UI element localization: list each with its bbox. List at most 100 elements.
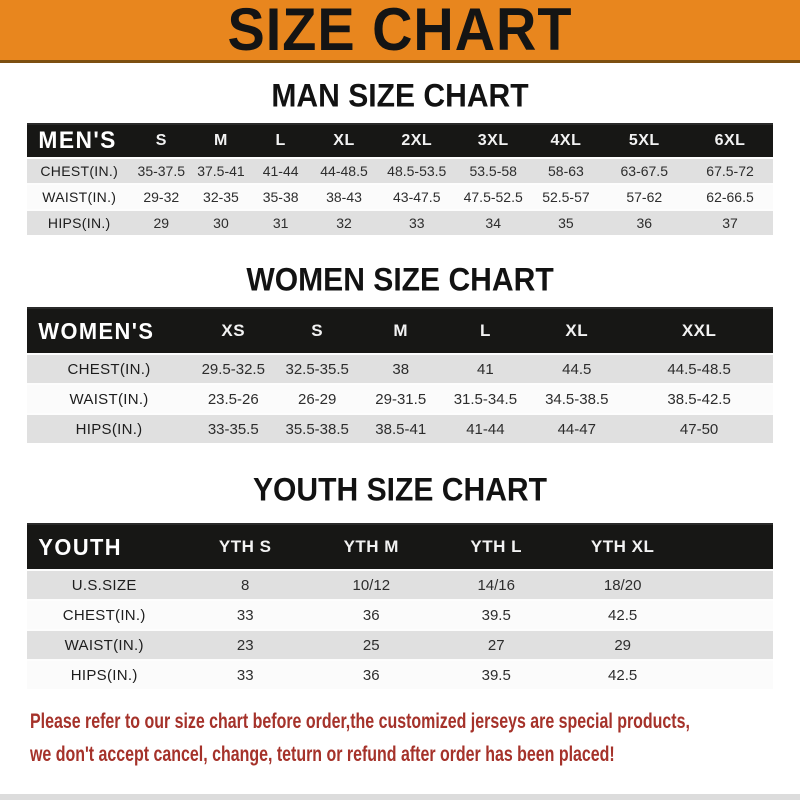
size-column-header: YTH M <box>343 537 399 556</box>
size-cell: 36 <box>636 215 653 231</box>
size-cell: 10/12 <box>352 576 391 594</box>
size-cell: 41-44 <box>262 163 299 179</box>
size-cell: 41-44 <box>466 420 505 438</box>
size-cell: 37 <box>722 215 738 231</box>
size-cell: 34 <box>485 215 501 231</box>
size-cell: 44.5 <box>562 360 592 378</box>
note-line-1: Please refer to our size chart before or… <box>30 710 690 733</box>
size-cell: 14/16 <box>477 576 515 594</box>
table-row: WAIST(IN.) 23 25 27 29 <box>27 629 773 659</box>
table-row: U.S.SIZE 8 10/12 14/16 18/20 <box>27 569 773 599</box>
size-column-header: XXL <box>681 321 717 340</box>
size-column-header: S <box>155 132 167 149</box>
size-cell: 32.5-35.5 <box>285 360 349 378</box>
youth-size-table: YOUTH YTH S YTH M YTH L YTH XL U.S.SIZE 8 10/12… <box>27 523 773 689</box>
bottom-edge-divider <box>0 794 800 800</box>
size-column-header: YTH XL <box>590 537 655 556</box>
size-cell: 25 <box>362 636 380 654</box>
table-row: CHEST(IN.) 35-37.5 37.5-41 41-44 44-48.5 48.5… <box>27 157 773 183</box>
size-cell: 29 <box>153 215 170 231</box>
size-cell: 35 <box>558 215 574 231</box>
size-cell: 43-47.5 <box>393 189 441 205</box>
table-row: WAIST(IN.) 29-32 32-35 35-38 38-43 43-47.5 47.… <box>27 183 773 209</box>
size-cell: 18/20 <box>603 576 642 594</box>
table-row: CHEST(IN.) 33 36 39.5 42.5 <box>27 599 773 629</box>
size-cell: 57-62 <box>626 189 663 205</box>
size-cell: 31 <box>272 215 289 231</box>
size-cell: 58-63 <box>548 163 584 179</box>
size-cell: 26-29 <box>297 390 337 408</box>
size-cell: 35.5-38.5 <box>285 420 349 438</box>
women-size-table: WOMEN'S XS S M L XL XXL CHEST(IN.) 29.5-32.5 32.5… <box>27 307 773 443</box>
size-column-header: 6XL <box>714 132 746 149</box>
size-column-header: 3XL <box>477 132 509 149</box>
size-cell: 32-35 <box>203 189 239 205</box>
size-cell: 42.5 <box>608 606 638 624</box>
size-cell: 52.5-57 <box>542 189 590 205</box>
size-cell: 47-50 <box>679 420 719 438</box>
size-cell: 44-48.5 <box>320 163 368 179</box>
size-cell: 63-67.5 <box>620 163 668 179</box>
row-label: CHEST(IN.) <box>62 606 146 624</box>
table-row: HIPS(IN.) 29 30 31 32 33 34 35 36 37 <box>27 209 773 235</box>
row-label: CHEST(IN.) <box>40 163 119 179</box>
size-cell: 29 <box>614 636 631 654</box>
row-label: CHEST(IN.) <box>67 360 151 378</box>
size-cell: 8 <box>241 576 250 594</box>
size-cell: 23.5-26 <box>207 390 259 408</box>
size-cell: 38 <box>392 360 410 378</box>
size-cell: 39.5 <box>481 606 511 624</box>
size-cell: 44-47 <box>557 420 596 438</box>
women-section-heading: WOMEN SIZE CHART <box>246 260 554 299</box>
size-column-header: 4XL <box>550 132 582 149</box>
size-cell: 41 <box>477 360 494 378</box>
size-column-header: M <box>214 132 228 149</box>
size-cell: 23 <box>236 636 254 654</box>
size-cell: 33 <box>408 215 425 231</box>
size-cell: 27 <box>487 636 505 654</box>
section-women: WOMEN SIZE CHART WOMEN'S XS S M L XL XXL CHEST(… <box>0 260 800 443</box>
size-cell: 48.5-53.5 <box>387 163 447 179</box>
note-line-2: we don't accept cancel, change, teturn o… <box>30 743 615 766</box>
size-cell: 29-32 <box>143 189 180 205</box>
row-label: WAIST(IN.) <box>64 636 144 654</box>
size-cell: 36 <box>362 666 380 684</box>
size-column-header: L <box>479 321 491 340</box>
table-header-row: WOMEN'S XS S M L XL XXL <box>27 307 773 353</box>
table-category-label: YOUTH <box>38 533 122 560</box>
size-cell: 53.5-58 <box>469 163 517 179</box>
row-label: WAIST(IN.) <box>69 390 149 408</box>
men-section-heading: MAN SIZE CHART <box>271 76 529 115</box>
size-column-header: XL <box>565 321 589 340</box>
table-header-row: MEN'S S M L XL 2XL 3XL 4XL 5XL 6XL <box>27 123 773 157</box>
size-cell: 35-38 <box>262 189 299 205</box>
size-cell: 38.5-41 <box>375 420 427 438</box>
size-cell: 39.5 <box>481 666 511 684</box>
size-column-header: L <box>275 132 286 149</box>
table-row: CHEST(IN.) 29.5-32.5 32.5-35.5 38 41 44.5 44.5… <box>27 353 773 383</box>
table-category-label: MEN'S <box>38 126 117 155</box>
row-label: HIPS(IN.) <box>75 420 143 438</box>
size-cell: 33-35.5 <box>207 420 259 438</box>
size-cell: 44.5-48.5 <box>667 360 731 378</box>
section-men: MAN SIZE CHART MEN'S S M L XL 2XL 3XL 4XL 5XL 6XL… <box>0 76 800 235</box>
table-header-row: YOUTH YTH S YTH M YTH L YTH XL <box>27 523 773 569</box>
size-cell: 32 <box>336 215 352 231</box>
size-column-header: 2XL <box>401 132 433 149</box>
size-column-header: 5XL <box>628 132 660 149</box>
row-label: HIPS(IN.) <box>47 215 111 231</box>
size-cell: 34.5-38.5 <box>545 390 609 408</box>
size-column-header: XL <box>333 132 355 149</box>
row-label: HIPS(IN.) <box>70 666 138 684</box>
size-cell: 67.5-72 <box>706 163 754 179</box>
size-cell: 29-31.5 <box>375 390 427 408</box>
table-category-label: WOMEN'S <box>38 317 155 344</box>
size-column-header: M <box>393 321 409 340</box>
size-cell: 37.5-41 <box>197 163 245 179</box>
table-row: HIPS(IN.) 33-35.5 35.5-38.5 38.5-41 41-44 44-… <box>27 413 773 443</box>
table-row: WAIST(IN.) 23.5-26 26-29 29-31.5 31.5-34.5 34… <box>27 383 773 413</box>
size-cell: 62-66.5 <box>706 189 754 205</box>
size-cell: 38-43 <box>326 189 362 205</box>
section-youth: YOUTH SIZE CHART YOUTH YTH S YTH M YTH L YTH… <box>0 471 800 689</box>
row-label: U.S.SIZE <box>71 576 137 594</box>
